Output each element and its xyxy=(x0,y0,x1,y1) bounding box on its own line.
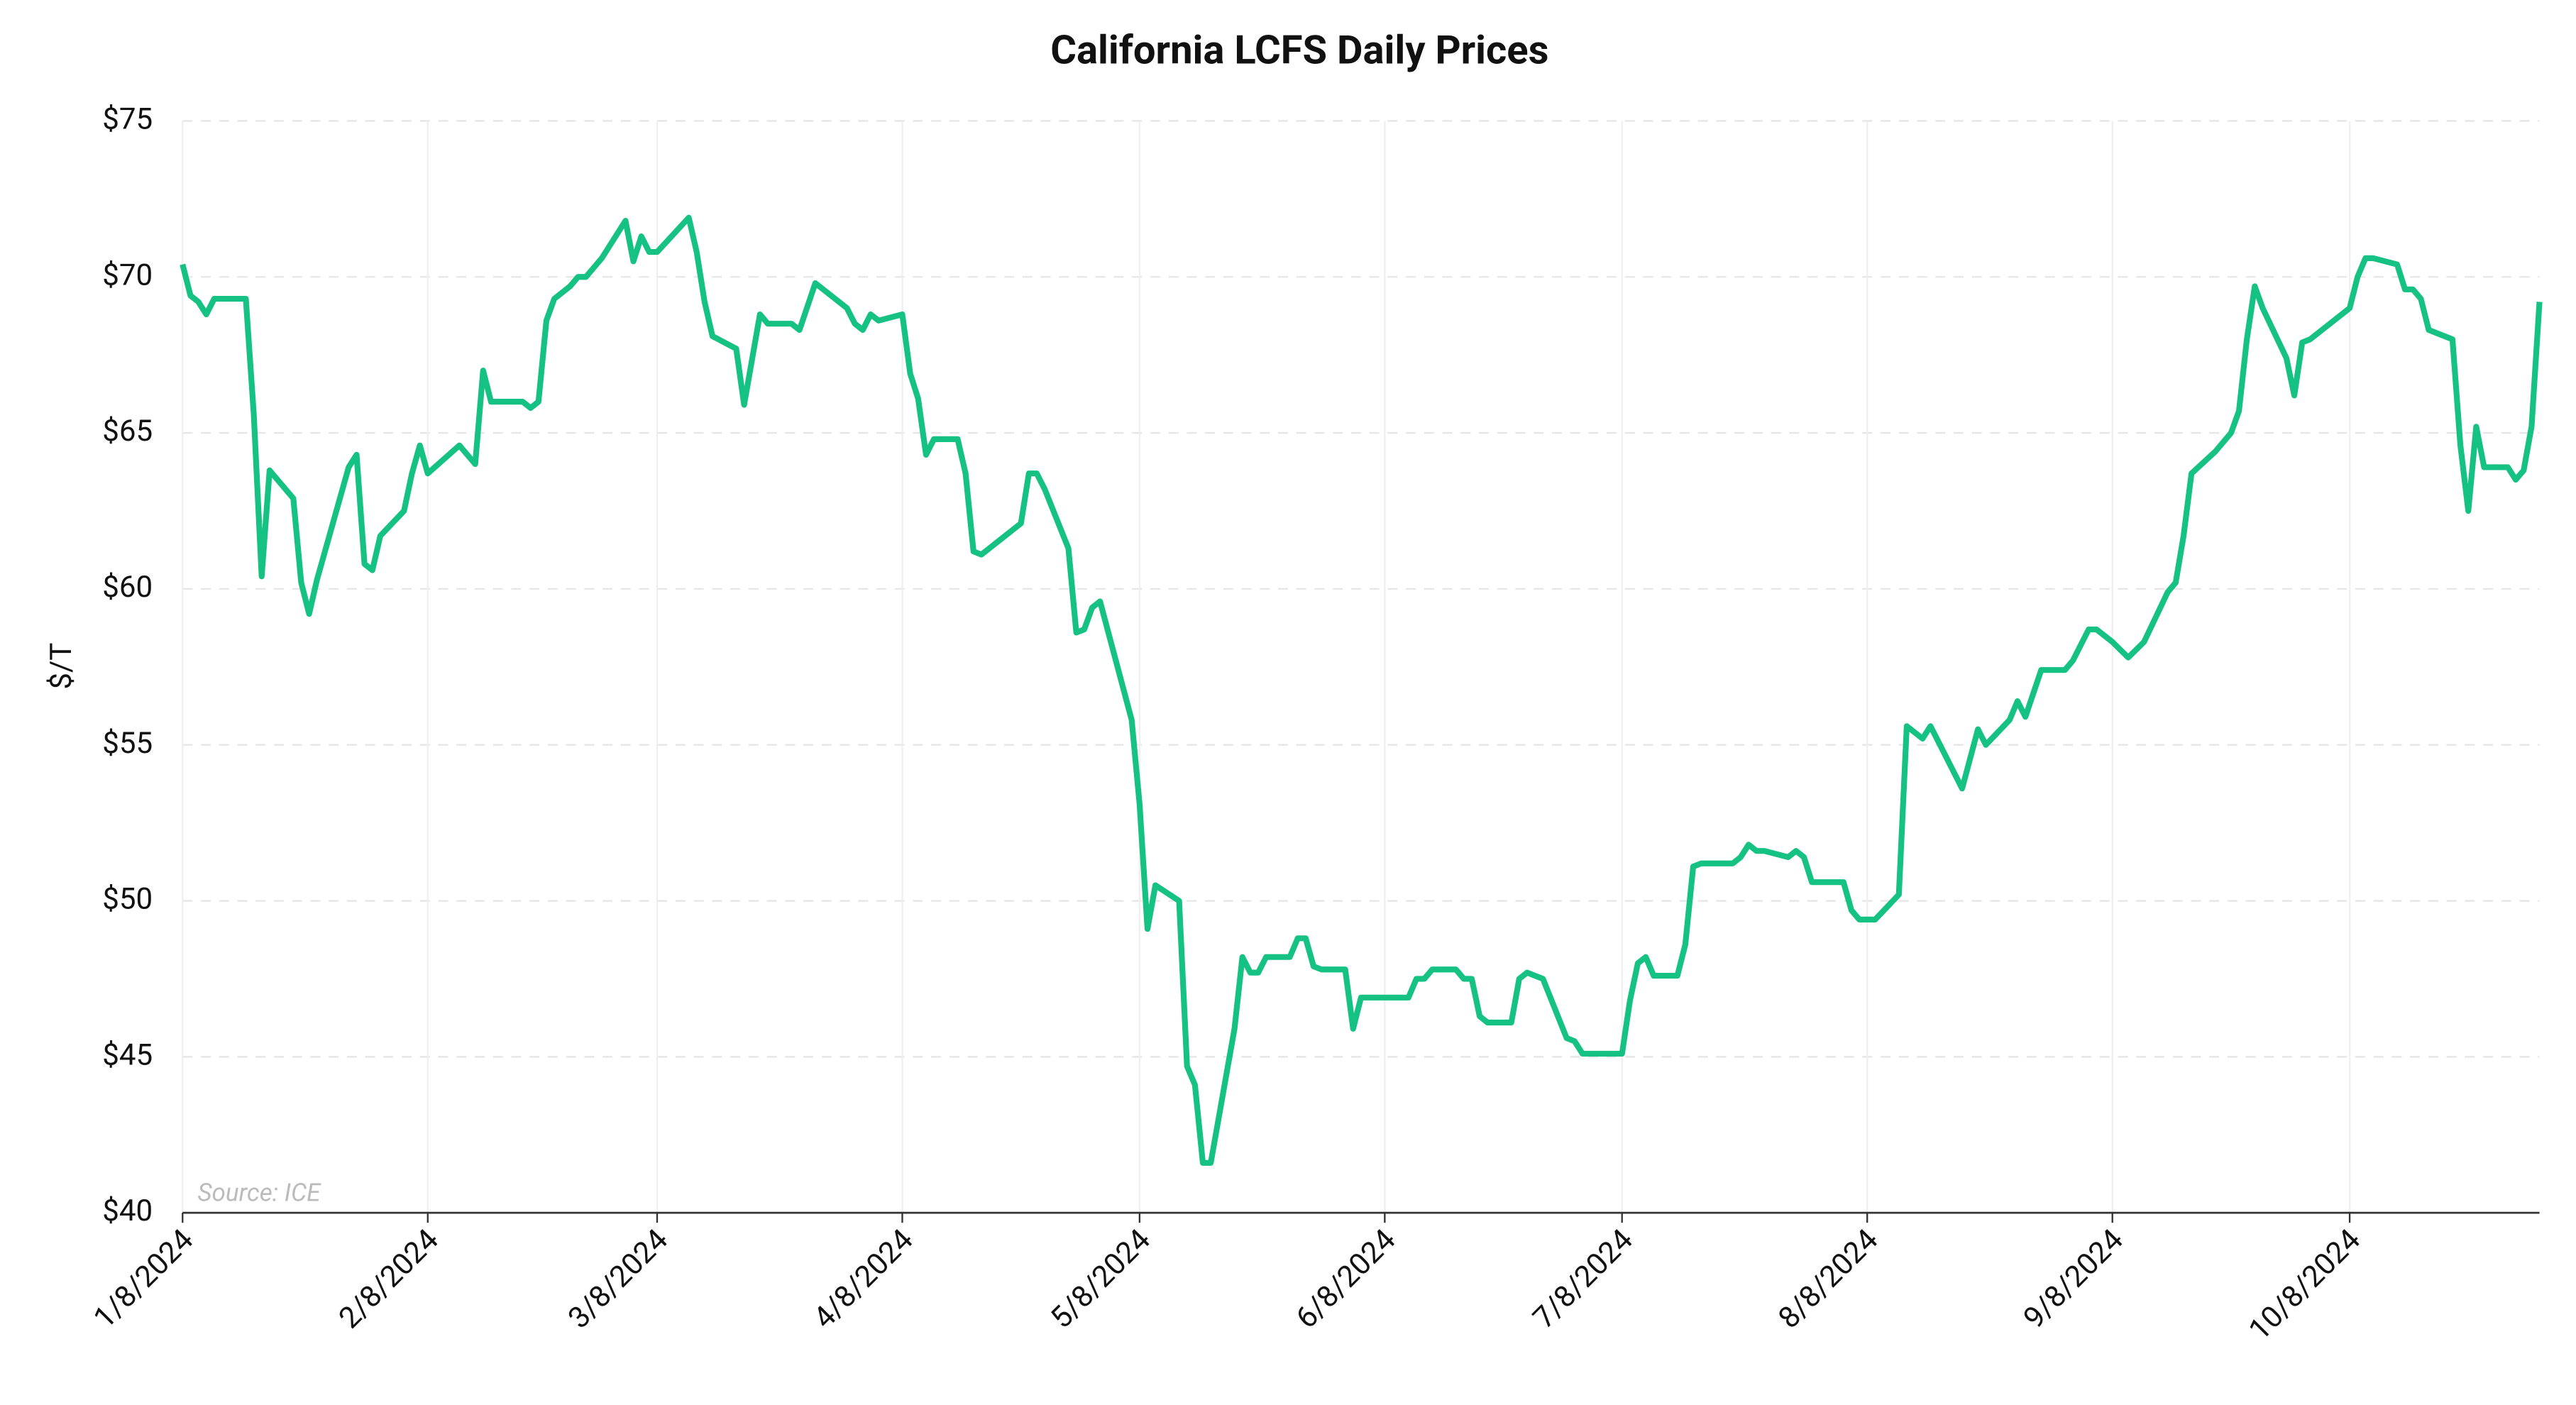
y-tick-label: $60 xyxy=(102,570,153,605)
x-tick-label: 2/8/2024 xyxy=(332,1223,446,1335)
y-tick-label: $55 xyxy=(102,726,153,761)
y-tick-label: $45 xyxy=(102,1037,153,1072)
x-tick-label: 10/8/2024 xyxy=(2242,1223,2367,1348)
price-line xyxy=(180,214,2543,1166)
x-tick-label: 4/8/2024 xyxy=(807,1223,920,1335)
x-tick-label: 5/8/2024 xyxy=(1044,1223,1157,1335)
y-tick-label: $70 xyxy=(102,258,153,292)
x-tick-label: 8/8/2024 xyxy=(1772,1223,1886,1335)
y-axis-label: $/T xyxy=(44,643,79,690)
chart-title: California LCFS Daily Prices xyxy=(1050,27,1548,74)
x-tick-label: 1/8/2024 xyxy=(87,1223,201,1335)
x-tick-label: 6/8/2024 xyxy=(1289,1223,1403,1335)
y-tick-label: $65 xyxy=(102,414,153,448)
y-tick-label: $75 xyxy=(102,102,153,137)
source-note: Source: ICE xyxy=(197,1178,321,1208)
grid xyxy=(182,120,2540,1214)
y-tick-label: $50 xyxy=(102,882,153,917)
x-tick-label: 9/8/2024 xyxy=(2017,1223,2130,1335)
y-tick-label: $40 xyxy=(102,1194,153,1228)
x-tick-label: 3/8/2024 xyxy=(561,1223,675,1335)
x-tick-label: 7/8/2024 xyxy=(1526,1223,1640,1335)
